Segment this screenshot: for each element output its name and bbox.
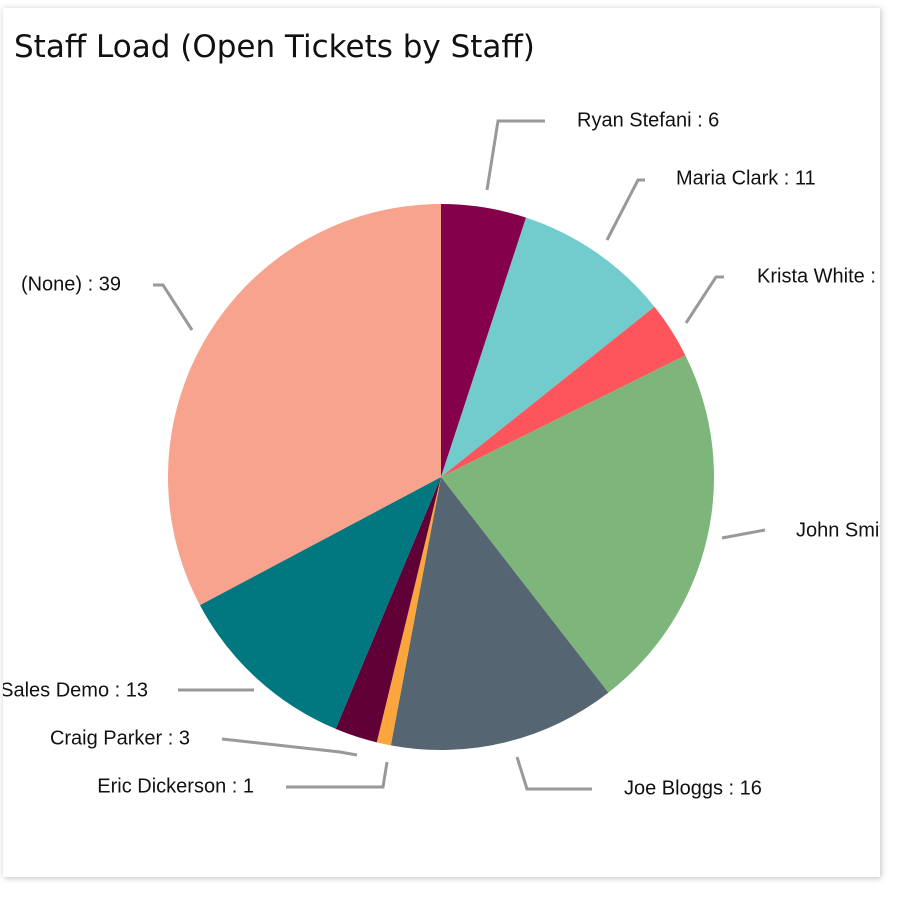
leader-line — [515, 756, 592, 791]
data-label: Krista White : 4 — [757, 265, 880, 287]
data-label: Eric Dickerson : 1 — [97, 775, 254, 797]
leader-line — [221, 737, 358, 757]
leader-line — [153, 283, 194, 331]
pie-slice — [167, 204, 441, 606]
data-label: (None) : 39 — [21, 273, 121, 295]
leader-line — [605, 178, 645, 241]
data-label: Maria Clark : 11 — [676, 167, 816, 189]
data-label: Craig Parker : 3 — [50, 727, 190, 749]
data-label: Joe Bloggs : 16 — [624, 777, 762, 799]
pie-slice — [441, 355, 714, 693]
pie-slice — [441, 306, 686, 477]
pie-slice — [390, 477, 609, 750]
leader-line — [286, 761, 389, 789]
data-label: Sales Demo : 13 — [3, 679, 148, 701]
pie-slice — [335, 477, 441, 743]
pie-slice — [199, 477, 441, 729]
chart-title: Staff Load (Open Tickets by Staff) — [14, 29, 535, 65]
leader-line — [721, 528, 766, 540]
data-label: Ryan Stefani : 6 — [577, 109, 719, 131]
leader-line — [485, 119, 545, 191]
chart-card: Staff Load (Open Tickets by Staff) Ryan … — [3, 8, 880, 877]
chart: Staff Load (Open Tickets by Staff) Ryan … — [3, 29, 880, 799]
pie-slice — [441, 217, 655, 477]
pie-slice — [376, 477, 441, 746]
data-label: John Smith : 26 — [796, 519, 880, 541]
leader-line — [684, 275, 724, 324]
pie-slice — [441, 204, 527, 477]
